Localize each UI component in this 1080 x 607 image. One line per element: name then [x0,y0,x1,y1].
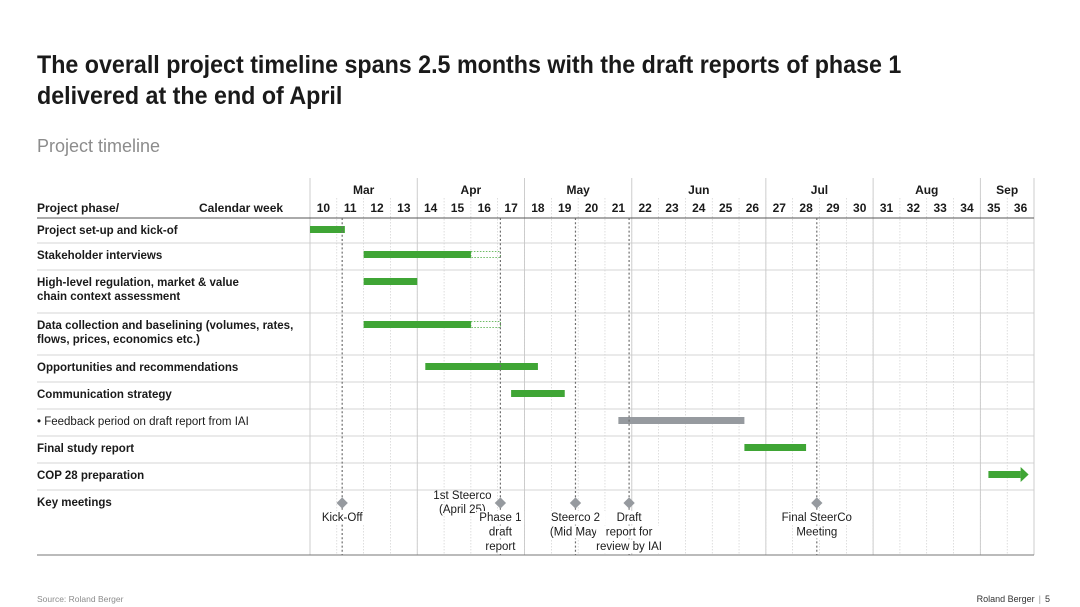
task-bar-extension [470,321,501,328]
meeting-label: draft [489,527,513,539]
week-label: 24 [692,201,706,215]
meeting-label-backing [793,525,841,539]
meeting-label-above: 1st Steerco [433,490,491,502]
task-label: COP 28 preparation [37,470,144,482]
task-bar [425,363,538,370]
meeting-label: report for [606,527,653,539]
meeting-label: Phase 1 [479,512,521,524]
month-label: Mar [353,183,375,197]
footer-brand: Roland Berger | 5 [977,594,1050,604]
meeting-label: review by IAI [596,541,662,553]
meeting-label: Meeting [796,527,837,539]
page-number: 5 [1044,594,1050,604]
week-label: 22 [639,201,653,215]
meeting-label-backing [476,511,525,524]
task-bar [511,390,565,397]
meeting-diamond [623,497,635,509]
week-label: 11 [344,201,357,215]
task-bar [618,417,745,424]
week-label: 26 [746,201,760,215]
task-label: Project set-up and kick-of [37,225,178,237]
task-label: High-level regulation, market & value [37,277,239,289]
month-label: Aug [915,183,938,197]
week-label: 30 [853,201,867,215]
task-label: Stakeholder interviews [37,250,162,262]
task-bar [363,321,471,328]
week-label: 28 [799,201,813,215]
meeting-label-backing [545,511,606,524]
week-label: 29 [826,201,840,215]
task-label: Key meetings [37,497,112,509]
week-label: 35 [987,201,1001,215]
task-label: Opportunities and recommendations [37,362,238,374]
meeting-label-above: (April 25) [439,504,486,516]
footer-separator: | [1038,594,1041,604]
brand-name: Roland Berger [976,594,1035,604]
week-label: 16 [478,201,492,215]
meeting-label: Final SteerCo [782,512,852,524]
week-label: 33 [933,201,947,215]
week-label: 12 [370,201,384,215]
task-label: • Feedback period on draft report from I… [37,416,249,428]
week-label: 36 [1014,201,1028,215]
meeting-label: (Mid May) [550,527,601,539]
week-label: 15 [451,201,465,215]
source-note: Source: Roland Berger [37,594,124,604]
month-label: Jun [688,183,709,197]
meeting-label: Steerco 2 [551,512,600,524]
month-label: Sep [996,183,1018,197]
task-label: flows, prices, economics etc.) [37,334,200,346]
meeting-label-backing [596,525,663,539]
meeting-label: Kick-Off [322,512,363,524]
task-bar [363,278,418,285]
task-bar [744,444,807,451]
meeting-diamond [494,497,507,509]
month-label: Jul [811,183,828,197]
week-label: 34 [960,201,974,215]
meeting-label-backing [774,511,860,524]
meeting-label-backing [545,525,606,539]
week-label: 18 [531,201,545,215]
week-label: 13 [397,201,411,215]
week-label: 17 [504,201,518,215]
meeting-label-backing [482,525,518,539]
page-title: The overall project timeline spans 2.5 m… [37,51,902,110]
week-label: 23 [665,201,679,215]
meeting-diamond [336,497,348,509]
task-label: chain context assessment [37,291,180,303]
month-label: Apr [461,183,482,197]
week-label: 21 [612,201,626,215]
calendar-week-header-label: Calendar week [199,201,283,215]
week-label: 19 [558,201,572,215]
meeting-label-backing [586,540,672,553]
task-label: Final study report [37,443,134,455]
month-label: May [566,183,590,197]
task-bar-arrowhead [1020,467,1029,482]
task-bar-extension [470,251,501,258]
meeting-diamond [811,497,823,509]
week-label: 10 [317,201,331,215]
task-bar [310,226,345,233]
week-label: 14 [424,201,438,215]
task-bar [988,471,1021,478]
week-label: 25 [719,201,733,215]
task-label: Data collection and baselining (volumes,… [37,320,293,332]
week-label: 27 [773,201,787,215]
task-label: Communication strategy [37,389,172,401]
meeting-label-backing [479,540,521,553]
meeting-label-backing [315,511,369,524]
meeting-label: Draft [617,512,643,524]
week-label: 20 [585,201,599,215]
phase-header-label: Project phase/ [37,201,120,215]
week-label: 31 [880,201,894,215]
meeting-label: report [485,541,516,553]
meeting-diamond [569,497,582,509]
meeting-label-backing [611,511,647,524]
week-label: 32 [907,201,921,215]
page-subtitle: Project timeline [37,136,161,156]
task-bar [363,251,471,258]
